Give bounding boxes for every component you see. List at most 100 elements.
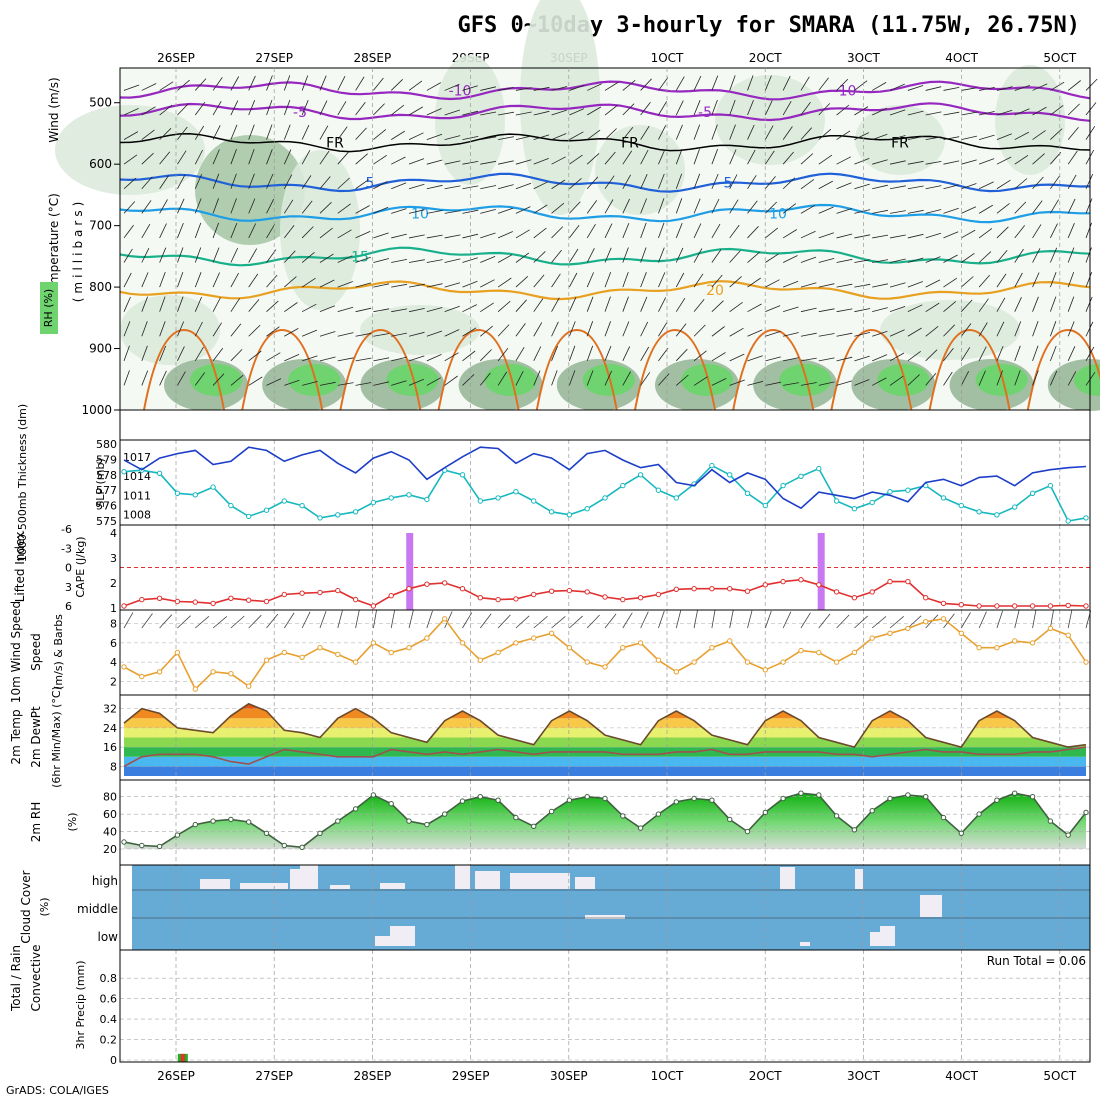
wind-barb: [301, 303, 317, 313]
wind-barb: [301, 277, 316, 288]
wind-barb: [1032, 321, 1039, 337]
wind-barb: [284, 354, 300, 362]
wind-speed-line-point: [335, 651, 341, 658]
wind-barb: [319, 253, 334, 263]
wind-barb: [355, 382, 372, 386]
wind-barb: [391, 356, 407, 362]
wind-barb: [230, 374, 244, 386]
wind-barb: [1032, 296, 1039, 312]
wind-barb: [1085, 78, 1098, 91]
wind-barb: [337, 382, 354, 386]
thickness-tick: 576: [96, 500, 117, 513]
thickness-line-point: [228, 502, 234, 509]
axis-label-wind10-speed: Speed: [29, 633, 43, 671]
contour-label: 5: [724, 176, 733, 192]
lifted-index-line-point: [174, 598, 181, 605]
wind-barb-10m: [586, 614, 600, 629]
wind-barb: [1014, 370, 1021, 386]
run-total-label: Run Total = 0.06: [987, 954, 1086, 968]
thickness-line-point: [620, 482, 626, 489]
wind-barb: [783, 357, 799, 362]
wind-barb: [1032, 153, 1045, 165]
upper-air-panel: -10 -10 -5 -5 FR FR FR 5 5 10 10 15 20 500 600 700 800 90…: [40, 0, 1100, 441]
wind-barb: [497, 324, 510, 337]
wind-barb: [230, 149, 237, 165]
wind-barb: [444, 135, 461, 140]
wind-barb: [194, 198, 202, 214]
wind-barb: [996, 345, 1004, 361]
thickness-line-point: [477, 498, 483, 504]
wind-barb: [693, 100, 701, 116]
thickness-line-point: [709, 462, 715, 469]
wind-barb: [889, 135, 906, 140]
wind-barb: [640, 102, 651, 116]
rh-shade-low-green: [190, 364, 242, 396]
rh2m-line-point: [905, 792, 911, 798]
contour-label: 20: [706, 283, 724, 299]
wind-barb: [800, 127, 812, 140]
wind-barb: [355, 127, 367, 140]
wind-barb: [872, 82, 887, 91]
wind-barb: [462, 304, 477, 313]
wind-barb: [248, 198, 256, 214]
wind-barb: [515, 159, 532, 165]
wind-barb: [515, 206, 531, 214]
wind-barb: [675, 272, 685, 288]
wind-barb: [658, 297, 667, 312]
thickness-line-point: [602, 495, 608, 501]
tick-label: 8: [110, 618, 117, 631]
temperature-contour-low: [634, 328, 716, 411]
lifted-index-line-point: [370, 603, 377, 609]
wind-barb: [836, 308, 853, 313]
wind-barb: [444, 83, 460, 91]
wind-barb: [996, 297, 1006, 312]
wind-barb: [854, 234, 871, 239]
lifted-index-line-point: [691, 586, 697, 592]
wind-barb: [978, 251, 992, 263]
wind-barb: [408, 183, 425, 190]
lifted-index-line-point: [263, 598, 270, 605]
wind-barb: [123, 154, 138, 165]
wind-speed-line-point: [584, 659, 590, 665]
wind-barb: [782, 151, 794, 165]
wind-barb: [800, 282, 817, 288]
wind-barb: [640, 321, 649, 337]
rh2m-line-point: [940, 814, 947, 821]
wind-barb: [836, 78, 849, 91]
rh-shade: [435, 55, 505, 185]
wind-barb: [497, 300, 511, 312]
wind-barb: [498, 87, 514, 91]
wind-barb: [533, 110, 550, 116]
wind-speed-line-point: [976, 645, 982, 651]
wind-barb: [1050, 81, 1065, 91]
wind-barb: [569, 177, 582, 190]
wind-barb-10m: [355, 610, 360, 629]
cloud-bar-high: [200, 879, 230, 889]
wind-barb: [319, 381, 336, 386]
rh2m-line-point: [1012, 790, 1018, 796]
wind-barb: [1067, 223, 1075, 239]
date-label-bottom: 4OCT: [945, 1069, 978, 1083]
wind-barb: [497, 254, 513, 263]
wind-barb: [1067, 271, 1075, 288]
wind-barb: [426, 283, 443, 288]
wind-barb: [907, 374, 920, 386]
thickness-line-point: [780, 482, 786, 489]
wind-speed-line-point: [459, 640, 466, 646]
rh2m-line-point: [121, 839, 127, 845]
thickness-line-point: [263, 507, 270, 513]
wind-barb: [498, 184, 514, 190]
wind-barb: [159, 321, 166, 337]
contour-label: FR: [891, 136, 909, 152]
thickness-line-point: [424, 496, 430, 503]
lifted-index-line-point: [531, 591, 537, 598]
temperature-contour-low: [928, 328, 1011, 411]
wind-barb: [123, 177, 137, 190]
temperature-contour-low: [830, 328, 913, 411]
wind-barb: [961, 111, 978, 116]
lifted-index-line-point: [620, 596, 626, 603]
wind-barb: [658, 222, 665, 239]
wind-speed-line-point: [156, 669, 163, 675]
wind-barb: [1049, 272, 1057, 288]
wind-barb: [943, 136, 960, 140]
